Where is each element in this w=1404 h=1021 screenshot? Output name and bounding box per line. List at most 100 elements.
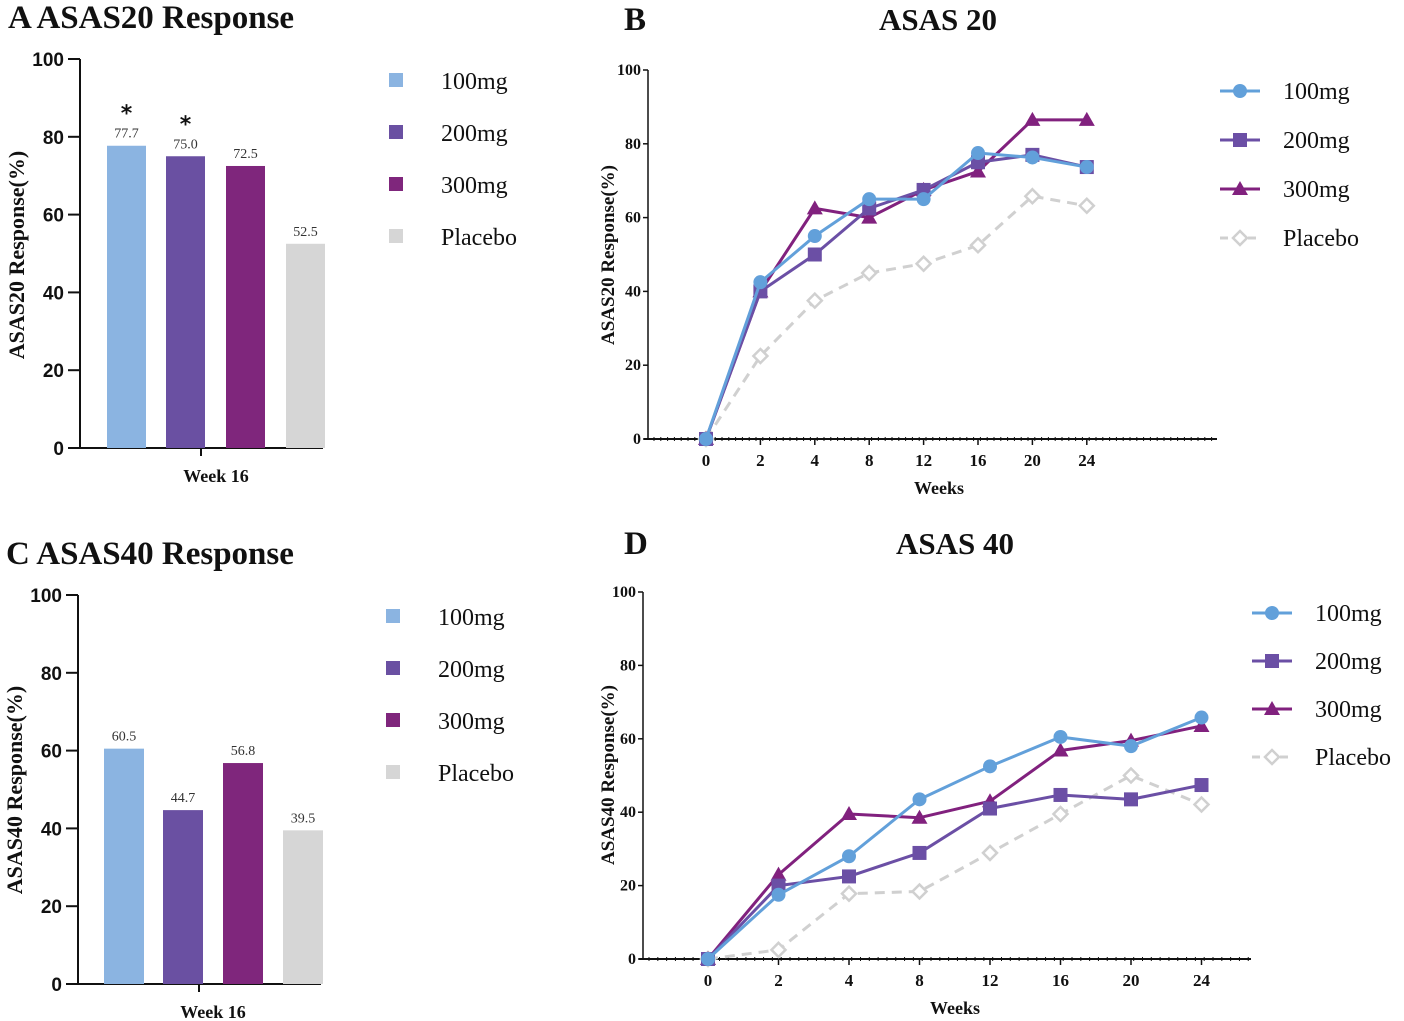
x-tick-label: 24 bbox=[1078, 451, 1096, 470]
panel-a-bar-chart: A ASAS20 Response ASAS20 Response(%) Wee… bbox=[4, 0, 517, 486]
y-tick-label: 80 bbox=[43, 128, 64, 149]
data-point-300mg bbox=[861, 209, 878, 224]
data-point-300mg bbox=[1024, 111, 1041, 126]
data-point-100mg bbox=[807, 229, 822, 244]
bar-100mg bbox=[107, 145, 146, 448]
data-point-100mg bbox=[916, 192, 931, 207]
data-point-100mg bbox=[1194, 710, 1209, 725]
data-point-200mg bbox=[983, 801, 997, 816]
legend-label-placebo: Placebo bbox=[441, 225, 517, 251]
data-point-placebo bbox=[806, 291, 824, 310]
data-point-placebo bbox=[1023, 187, 1042, 205]
bar-value-label: 72.5 bbox=[233, 147, 258, 162]
y-tick-label: 60 bbox=[620, 731, 636, 748]
x-tick-label: 4 bbox=[845, 971, 854, 990]
legend-marker-100mg bbox=[1233, 84, 1247, 98]
bar-value-label: 52.5 bbox=[293, 225, 318, 240]
data-point-placebo bbox=[1051, 805, 1070, 823]
bar-placebo bbox=[283, 830, 323, 984]
series-line-200mg bbox=[706, 783, 1202, 961]
x-tick-label: 2 bbox=[756, 451, 765, 470]
bar-200mg bbox=[166, 156, 205, 448]
bar-200mg bbox=[163, 810, 203, 984]
bar-placebo bbox=[286, 243, 325, 448]
series-line-100mg bbox=[706, 716, 1203, 961]
panel-b-x-axis-label: Weeks bbox=[914, 478, 964, 498]
x-tick-label: 12 bbox=[982, 971, 999, 990]
data-point-300mg bbox=[770, 866, 787, 881]
data-point-placebo bbox=[1122, 766, 1140, 785]
data-point-placebo bbox=[914, 254, 933, 273]
data-point-100mg bbox=[862, 192, 877, 207]
data-point-placebo bbox=[860, 264, 878, 282]
data-point-100mg bbox=[1025, 150, 1040, 165]
y-tick-label: 80 bbox=[625, 136, 641, 153]
legend-label-placebo: Placebo bbox=[1283, 226, 1359, 252]
x-tick-label: 20 bbox=[1123, 971, 1140, 990]
data-point-placebo bbox=[840, 884, 858, 903]
data-point-100mg bbox=[842, 849, 856, 864]
y-tick-label: 0 bbox=[628, 951, 636, 968]
data-point-placebo bbox=[910, 882, 929, 901]
legend-swatch-100mg bbox=[389, 73, 403, 87]
legend-marker-300mg bbox=[1264, 701, 1280, 715]
data-point-100mg bbox=[699, 432, 713, 446]
series-line-100mg bbox=[704, 151, 1088, 440]
y-tick-label: 80 bbox=[41, 664, 62, 685]
x-tick-label: 8 bbox=[915, 971, 924, 990]
y-tick-label: 80 bbox=[620, 657, 636, 674]
legend-swatch-300mg bbox=[389, 177, 403, 191]
y-tick-label: 100 bbox=[617, 62, 641, 79]
data-point-100mg bbox=[971, 146, 985, 161]
y-tick-label: 40 bbox=[625, 283, 641, 300]
legend-label-300mg: 300mg bbox=[1315, 697, 1382, 723]
y-tick-label: 60 bbox=[625, 210, 641, 227]
panel-c-title: C ASAS40 Response bbox=[6, 536, 294, 572]
y-tick-label: 0 bbox=[53, 439, 64, 460]
legend-swatch-placebo bbox=[389, 229, 403, 243]
data-point-100mg bbox=[753, 275, 768, 290]
y-tick-label: 20 bbox=[625, 357, 641, 374]
x-tick-label: 16 bbox=[1052, 971, 1069, 990]
panel-b-line-chart: B ASAS 20 ASAS20 Response(%) Weeks 02040… bbox=[598, 2, 1359, 498]
data-point-200mg bbox=[1194, 778, 1209, 793]
data-point-placebo bbox=[1192, 795, 1211, 814]
data-point-placebo bbox=[969, 236, 987, 255]
data-point-placebo bbox=[981, 844, 999, 862]
series-line-300mg bbox=[706, 724, 1202, 960]
legend-swatch-100mg bbox=[386, 609, 400, 623]
data-point-300mg bbox=[1052, 742, 1069, 757]
legend-label-300mg: 300mg bbox=[438, 709, 505, 735]
legend-marker-200mg bbox=[1233, 133, 1247, 147]
legend-label-300mg: 300mg bbox=[441, 173, 508, 199]
data-point-100mg bbox=[1079, 160, 1094, 175]
legend-label-placebo: Placebo bbox=[438, 761, 514, 787]
panel-c-y-axis-label: ASAS40 Response(%) bbox=[2, 686, 27, 894]
legend-marker-100mg bbox=[1265, 606, 1279, 620]
x-tick-label: 4 bbox=[811, 451, 820, 470]
data-point-200mg bbox=[912, 845, 927, 860]
panel-d-letter: D bbox=[624, 526, 648, 562]
y-tick-label: 100 bbox=[612, 584, 636, 601]
legend-label-100mg: 100mg bbox=[1283, 79, 1350, 105]
legend-swatch-200mg bbox=[386, 661, 400, 675]
data-point-100mg bbox=[983, 759, 997, 774]
y-tick-label: 20 bbox=[43, 361, 64, 382]
x-tick-label: 0 bbox=[704, 971, 713, 990]
legend-label-300mg: 300mg bbox=[1283, 177, 1350, 203]
x-tick-label: 0 bbox=[702, 451, 711, 470]
data-point-100mg bbox=[1053, 729, 1068, 744]
panel-c-x-axis-label: Week 16 bbox=[180, 1002, 246, 1021]
panel-d-title: ASAS 40 bbox=[896, 526, 1014, 561]
bar-100mg bbox=[104, 748, 144, 984]
y-tick-label: 0 bbox=[633, 431, 641, 448]
data-point-placebo bbox=[751, 347, 770, 365]
y-tick-label: 60 bbox=[41, 742, 62, 763]
bar-value-label: 56.8 bbox=[231, 744, 256, 759]
bar-300mg bbox=[226, 165, 265, 448]
data-point-100mg bbox=[912, 792, 927, 807]
legend-swatch-300mg bbox=[386, 713, 400, 727]
panel-d-x-axis-label: Weeks bbox=[930, 998, 980, 1018]
bar-value-label: 39.5 bbox=[291, 811, 316, 826]
legend-marker-placebo bbox=[1231, 229, 1249, 247]
